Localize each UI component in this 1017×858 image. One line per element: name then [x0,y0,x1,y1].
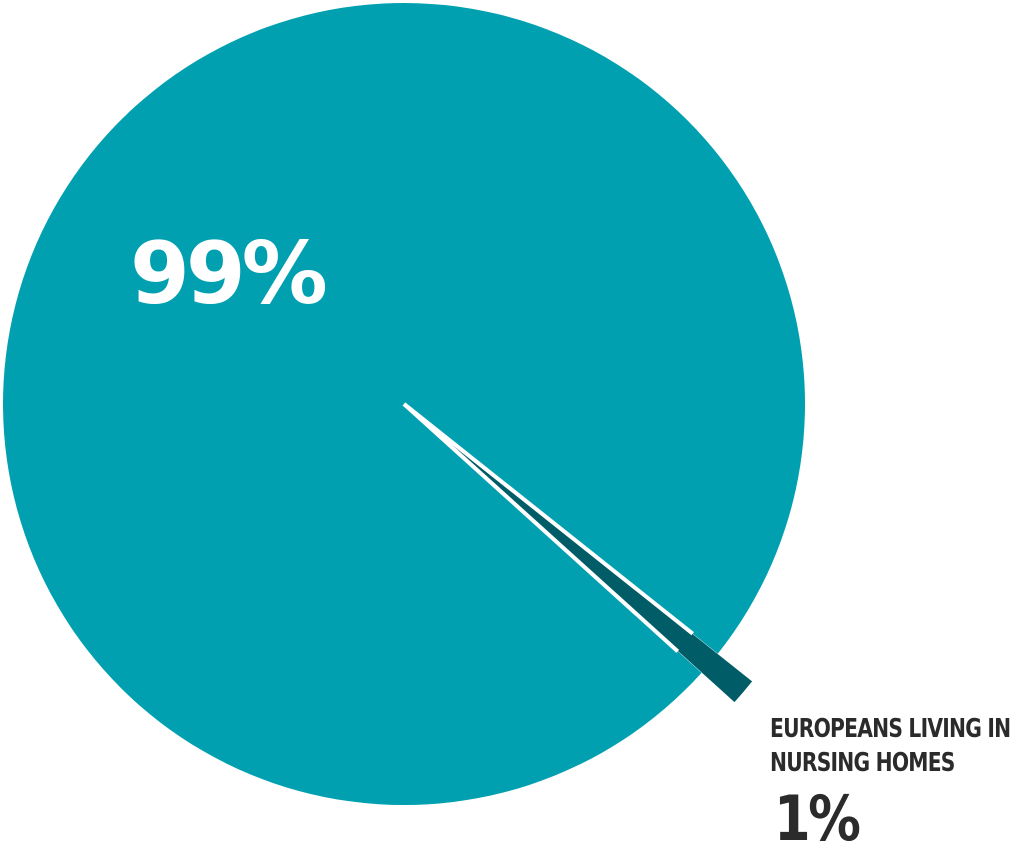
slice-separator [402,402,680,653]
pie-slice-majority [3,2,806,805]
majority-percentage-label: 99% [130,224,326,324]
nursing-homes-caption: EUROPEANS LIVING IN NURSING HOMES [770,712,1011,780]
nursing-homes-percentage-label: 1% [774,782,861,855]
caption-line-1: EUROPEANS LIVING IN [770,714,1011,744]
caption-line-2: NURSING HOMES [770,748,955,778]
slice-separator [402,402,694,636]
pie-slice-nursing-homes [413,411,753,703]
